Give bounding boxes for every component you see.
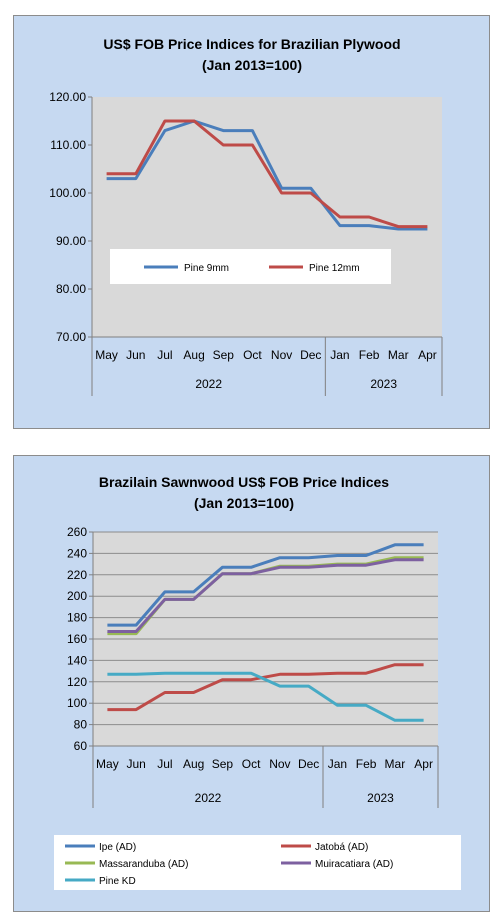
legend: Ipe (AD) Jatobá (AD) Massaranduba (AD) Muir… [54, 835, 461, 890]
legend-label: Ipe (AD) [99, 842, 136, 853]
plywood-chart-panel: US$ FOB Price Indices for Brazilian Plyw… [13, 15, 490, 429]
x-tick-label: Oct [242, 757, 261, 771]
chart-subtitle: (Jan 2013=100) [194, 495, 294, 511]
plywood-chart: US$ FOB Price Indices for Brazilian Plyw… [49, 36, 443, 396]
legend-label: Pine 12mm [309, 263, 360, 274]
sawnwood-chart: Brazilain Sawnwood US$ FOB Price Indices… [54, 474, 461, 890]
chart-title: US$ FOB Price Indices for Brazilian Plyw… [103, 36, 400, 52]
year-group-label: 2023 [367, 791, 394, 805]
series-line-jatob-ad [107, 663, 424, 712]
x-tick-label: May [96, 757, 119, 771]
legend-label: Pine KD [99, 876, 136, 887]
legend-box [54, 835, 461, 890]
x-tick-label: Nov [271, 348, 292, 362]
y-tick-label: 80.00 [56, 282, 86, 296]
x-tick-label: Dec [298, 757, 319, 771]
chart-title: Brazilain Sawnwood US$ FOB Price Indices [99, 474, 389, 490]
series-line-pine-9mm [106, 119, 428, 231]
y-tick-label: 90.00 [56, 234, 86, 248]
legend-label: Massaranduba (AD) [99, 859, 188, 870]
x-tick-label: Aug [183, 348, 204, 362]
chart-subtitle: (Jan 2013=100) [202, 57, 302, 73]
y-tick-label: 100 [67, 696, 87, 710]
series-line-pine-kd [107, 671, 424, 722]
x-tick-label: May [95, 348, 118, 362]
y-tick-label: 60 [74, 739, 88, 753]
series-line-pine-12mm [106, 119, 428, 229]
legend-label: Jatobá (AD) [315, 842, 368, 853]
x-tick-label: Jul [157, 757, 172, 771]
y-tick-label: 240 [67, 546, 87, 560]
x-tick-label: Nov [269, 757, 290, 771]
x-tick-label: Jul [157, 348, 172, 362]
y-tick-label: 80 [74, 718, 88, 732]
y-tick-label: 200 [67, 589, 87, 603]
legend-label: Pine 9mm [184, 263, 229, 274]
y-tick-label: 120.00 [49, 90, 86, 104]
legend: Pine 9mm Pine 12mm [110, 249, 391, 284]
sawnwood-chart-panel: Brazilain Sawnwood US$ FOB Price Indices… [13, 455, 490, 912]
x-tick-label: Oct [243, 348, 262, 362]
year-group-label: 2023 [370, 377, 397, 391]
x-tick-label: Jun [126, 348, 145, 362]
x-tick-label: Feb [359, 348, 380, 362]
y-tick-label: 160 [67, 632, 87, 646]
x-tick-label: Feb [356, 757, 377, 771]
x-tick-label: Mar [385, 757, 406, 771]
x-tick-label: Dec [300, 348, 321, 362]
x-tick-label: Apr [418, 348, 437, 362]
x-tick-label: Sep [212, 757, 234, 771]
y-tick-label: 260 [67, 525, 87, 539]
year-group-label: 2022 [195, 791, 222, 805]
y-tick-label: 220 [67, 568, 87, 582]
x-tick-label: Mar [388, 348, 409, 362]
legend-label: Muiracatiara (AD) [315, 859, 393, 870]
x-tick-label: Aug [183, 757, 204, 771]
y-tick-label: 70.00 [56, 330, 86, 344]
year-group-label: 2022 [195, 377, 222, 391]
y-tick-label: 140 [67, 653, 87, 667]
plot-area [92, 97, 442, 337]
series-line-muiracatiara-ad [107, 558, 424, 633]
x-tick-label: Apr [414, 757, 433, 771]
series-line-ipe-ad [107, 543, 424, 627]
x-tick-label: Jun [126, 757, 145, 771]
x-tick-label: Sep [213, 348, 235, 362]
y-tick-label: 180 [67, 611, 87, 625]
y-tick-label: 120 [67, 675, 87, 689]
y-tick-label: 110.00 [50, 138, 86, 152]
x-tick-label: Jan [328, 757, 347, 771]
x-tick-label: Jan [330, 348, 349, 362]
y-tick-label: 100.00 [49, 186, 86, 200]
